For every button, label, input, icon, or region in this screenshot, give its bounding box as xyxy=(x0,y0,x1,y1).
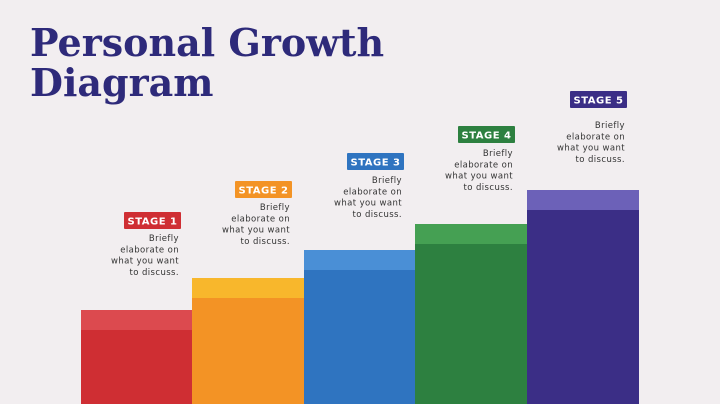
stage-badge xyxy=(570,91,627,108)
title-line: Diagram xyxy=(30,60,213,105)
stage-bar xyxy=(304,250,416,404)
stage-bar xyxy=(415,224,527,404)
stage-bar-top xyxy=(415,224,527,244)
stage-badge xyxy=(458,126,515,143)
stage-description: Briefly xyxy=(595,121,625,131)
stage-badge xyxy=(235,181,292,198)
stage-description: elaborate on xyxy=(120,245,179,255)
stage-bar-top xyxy=(192,278,304,298)
stage-description: Briefly xyxy=(483,149,513,159)
stage-description: what you want xyxy=(111,257,179,267)
title-line: Personal Growth xyxy=(30,20,384,65)
stage-badge xyxy=(124,212,181,229)
stage-description: elaborate on xyxy=(454,160,513,170)
stage-bar-top xyxy=(304,250,416,270)
stage-label: STAGE 5 xyxy=(574,96,624,107)
stage-description: to discuss. xyxy=(130,268,179,278)
stage-description: elaborate on xyxy=(343,187,402,197)
stage-label: STAGE 1 xyxy=(128,217,178,228)
stage-bar-top xyxy=(527,190,639,210)
stage-bar-top xyxy=(81,310,193,330)
stage-description: to discuss. xyxy=(576,155,625,165)
stage-label: STAGE 2 xyxy=(239,186,289,197)
stage-badge xyxy=(347,153,404,170)
stage-description: to discuss. xyxy=(241,237,290,247)
stage-description: what you want xyxy=(334,199,402,209)
stage-description: to discuss. xyxy=(353,210,402,220)
stage-description: Briefly xyxy=(260,203,290,213)
stage-description: Briefly xyxy=(372,176,402,186)
stage-description: elaborate on xyxy=(566,132,625,142)
stage-description: what you want xyxy=(557,144,625,154)
stage-label: STAGE 4 xyxy=(462,131,512,142)
stage-description: what you want xyxy=(222,226,290,236)
stage-bar xyxy=(192,278,304,404)
stage-description: what you want xyxy=(445,172,513,182)
stage-label: STAGE 3 xyxy=(351,158,401,169)
stage-bar xyxy=(527,190,639,404)
stage-description: elaborate on xyxy=(231,214,290,224)
stage-description: Briefly xyxy=(149,234,179,244)
stage-description: to discuss. xyxy=(464,183,513,193)
